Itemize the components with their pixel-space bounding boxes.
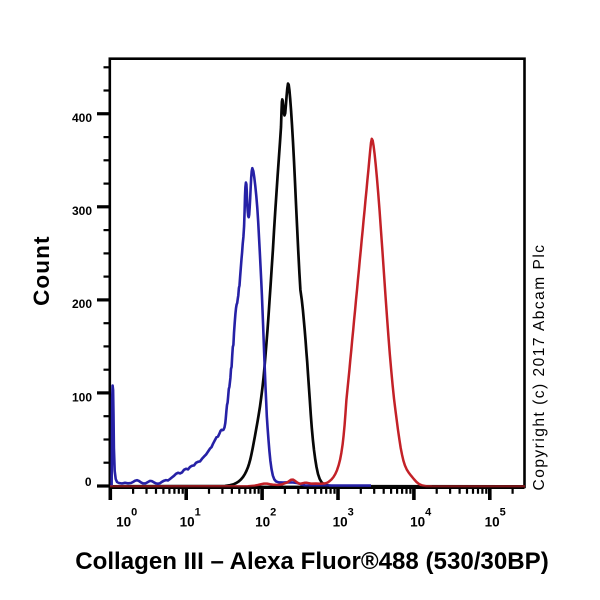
svg-text:300: 300 — [72, 204, 92, 218]
svg-text:400: 400 — [72, 111, 92, 125]
svg-text:Copyright (c) 2017 Abcam Plc: Copyright (c) 2017 Abcam Plc — [531, 243, 548, 490]
svg-text:100: 100 — [72, 391, 92, 405]
svg-text:200: 200 — [72, 297, 92, 311]
svg-text:0: 0 — [85, 475, 92, 489]
svg-text:Collagen III – Alexa Fluor®488: Collagen III – Alexa Fluor®488 (530/30BP… — [75, 548, 548, 575]
svg-text:Count: Count — [29, 235, 54, 305]
